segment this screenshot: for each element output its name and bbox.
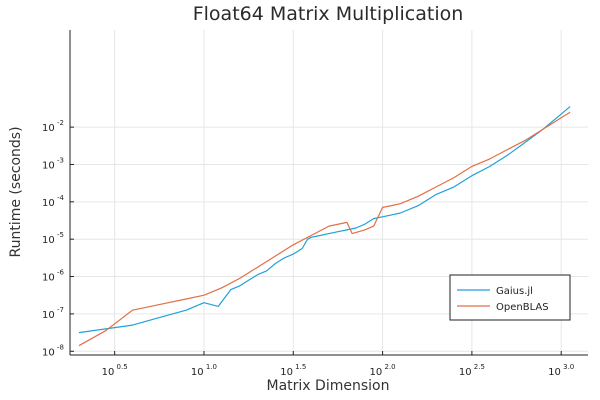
y-axis-label: Runtime (seconds) [8,126,24,257]
y-tick-base: 10 [42,273,55,284]
y-tick-base: 10 [42,310,55,321]
x-tick-label: 10 2.0 [370,363,396,378]
legend-label-gaius: Gaius.jl [496,286,533,297]
y-tick-label: 10 -6 [42,269,64,284]
x-tick-base: 10 [280,367,293,378]
series-lines [78,106,571,347]
legend-box [449,274,571,321]
tick-labels: 10 0.5 10 1.0 10 1.5 10 2.0 10 2.5 10 3.010 -… [42,119,574,378]
y-tick-exponent: -7 [55,306,64,314]
x-tick-label: 10 1.0 [191,363,217,378]
y-tick-label: 10 -4 [42,194,64,209]
x-tick-exponent: 1.0 [204,363,217,371]
y-tick-label: 10 -3 [42,156,64,171]
legend: Gaius.jl OpenBLAS [449,274,571,321]
y-tick-base: 10 [42,123,55,134]
y-tick-base: 10 [42,235,55,246]
x-tick-exponent: 1.5 [293,363,306,371]
grid [70,30,588,355]
x-tick-exponent: 2.0 [382,363,395,371]
x-tick-label: 10 3.0 [548,363,574,378]
y-tick-exponent: -4 [55,194,65,202]
y-tick-label: 10 -7 [42,306,64,321]
y-tick-label: 10 -2 [42,119,64,134]
x-tick-base: 10 [191,367,204,378]
y-tick-label: 10 -5 [42,231,64,246]
x-axis-label: Matrix Dimension [267,378,390,394]
series-line-openblas [78,111,571,347]
x-tick-base: 10 [459,367,472,378]
y-tick-label: 10 -8 [42,343,64,358]
y-tick-exponent: -3 [55,156,64,164]
legend-label-openblas: OpenBLAS [496,302,549,313]
y-tick-base: 10 [42,160,55,171]
y-tick-base: 10 [42,198,55,209]
y-tick-exponent: -6 [55,269,65,277]
y-tick-base: 10 [42,347,55,358]
x-tick-exponent: 0.5 [114,363,127,371]
x-tick-base: 10 [370,367,383,378]
x-tick-exponent: 3.0 [561,363,574,371]
chart-title: Float64 Matrix Multiplication [193,3,464,25]
y-tick-exponent: -2 [55,119,64,127]
x-tick-label: 10 0.5 [102,363,128,378]
x-tick-base: 10 [102,367,115,378]
series-line-gaius [78,106,571,334]
x-tick-label: 10 1.5 [280,363,306,378]
x-tick-base: 10 [548,367,561,378]
x-tick-label: 10 2.5 [459,363,485,378]
x-tick-exponent: 2.5 [472,363,485,371]
y-tick-exponent: -8 [55,343,64,351]
y-tick-exponent: -5 [55,231,64,239]
